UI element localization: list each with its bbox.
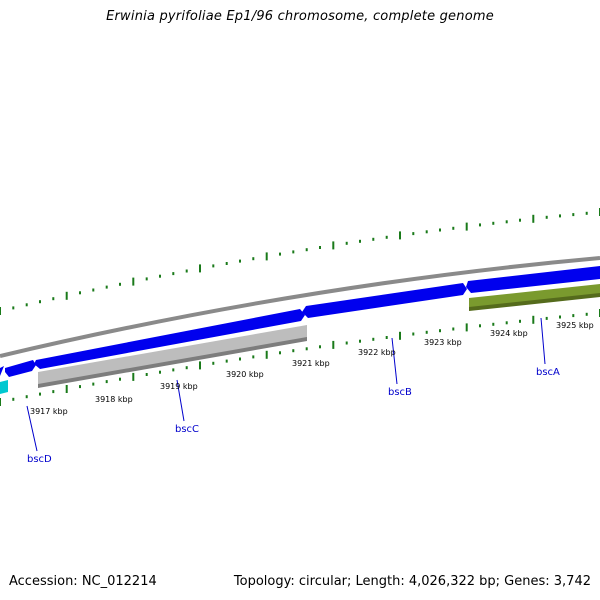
tick-label: 3920 kbp: [226, 370, 264, 379]
gene-block-left-stub: [0, 366, 4, 376]
forward-gene-track: [0, 266, 600, 377]
inner-tick-ring: [0, 309, 600, 406]
tick-label: 3925 kbp: [556, 321, 594, 330]
gene-label-bscc[interactable]: bscC: [175, 424, 199, 435]
gene-block-small: [5, 360, 36, 377]
tick-label: 3919 kbp: [160, 382, 198, 391]
gene-block-bscd-span: [34, 309, 305, 369]
gene-block-grey-edge: [38, 337, 307, 388]
gene-leaders: [26, 317, 546, 452]
leader-bscc: [176, 379, 185, 422]
tick-label: 3921 kbp: [292, 359, 330, 368]
tick-label: 3918 kbp: [95, 395, 133, 404]
outer-tick-ring: [0, 208, 600, 315]
gene-block-bscb-span: [466, 266, 600, 293]
leader-bsca: [540, 317, 546, 365]
gene-label-bscb[interactable]: bscB: [388, 387, 412, 398]
gene-block-grey: [38, 325, 307, 386]
gene-block-olive-edge: [469, 293, 600, 311]
gene-block-cyan: [0, 380, 8, 394]
accession-label: Accession: NC_012214: [9, 574, 157, 589]
leader-bscd: [26, 405, 38, 452]
topology-summary: Topology: circular; Length: 4,026,322 bp…: [233, 574, 591, 589]
genome-backbone: [0, 256, 600, 358]
map-title: Erwinia pyrifoliae Ep1/96 chromosome, co…: [106, 9, 494, 24]
tick-label: 3917 kbp: [30, 407, 68, 416]
gene-label-bsca[interactable]: bscA: [536, 367, 560, 378]
tick-label: 3922 kbp: [358, 348, 396, 357]
tick-label: 3923 kbp: [424, 338, 462, 347]
tick-label: 3924 kbp: [490, 329, 528, 338]
leader-bscb: [391, 337, 398, 385]
reverse-gene-track: [0, 284, 600, 394]
gene-label-bscd[interactable]: bscD: [27, 454, 52, 465]
gene-block-bscc-span: [302, 283, 467, 318]
